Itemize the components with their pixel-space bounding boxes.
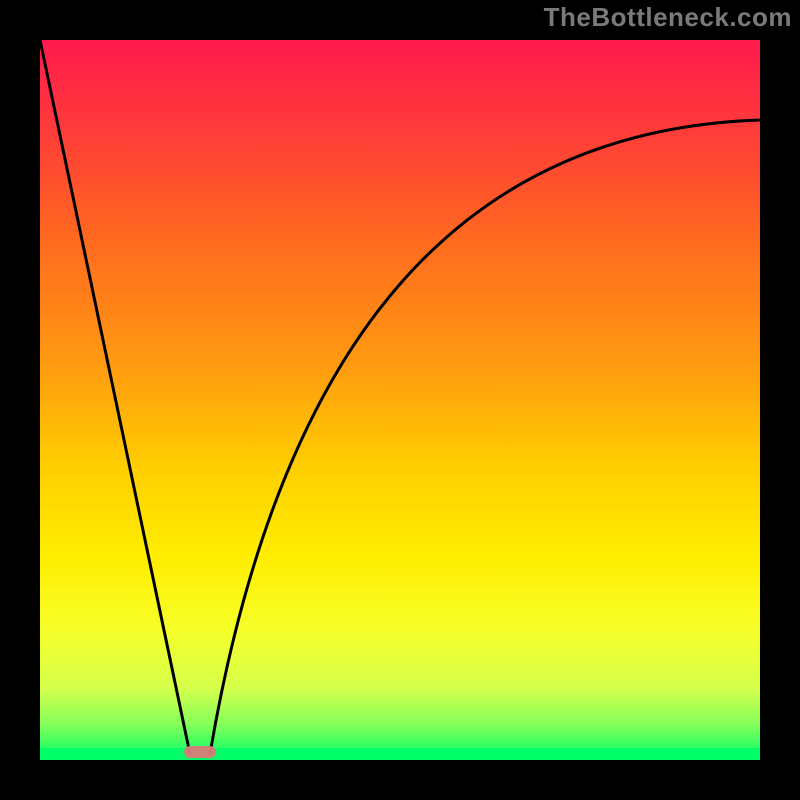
watermark-text: TheBottleneck.com [544, 2, 792, 33]
chart-container: TheBottleneck.com [0, 0, 800, 800]
plot-gradient-area [40, 40, 760, 760]
bottom-green-band [40, 748, 760, 760]
bottleneck-chart [0, 0, 800, 800]
optimal-point-marker [184, 746, 216, 758]
